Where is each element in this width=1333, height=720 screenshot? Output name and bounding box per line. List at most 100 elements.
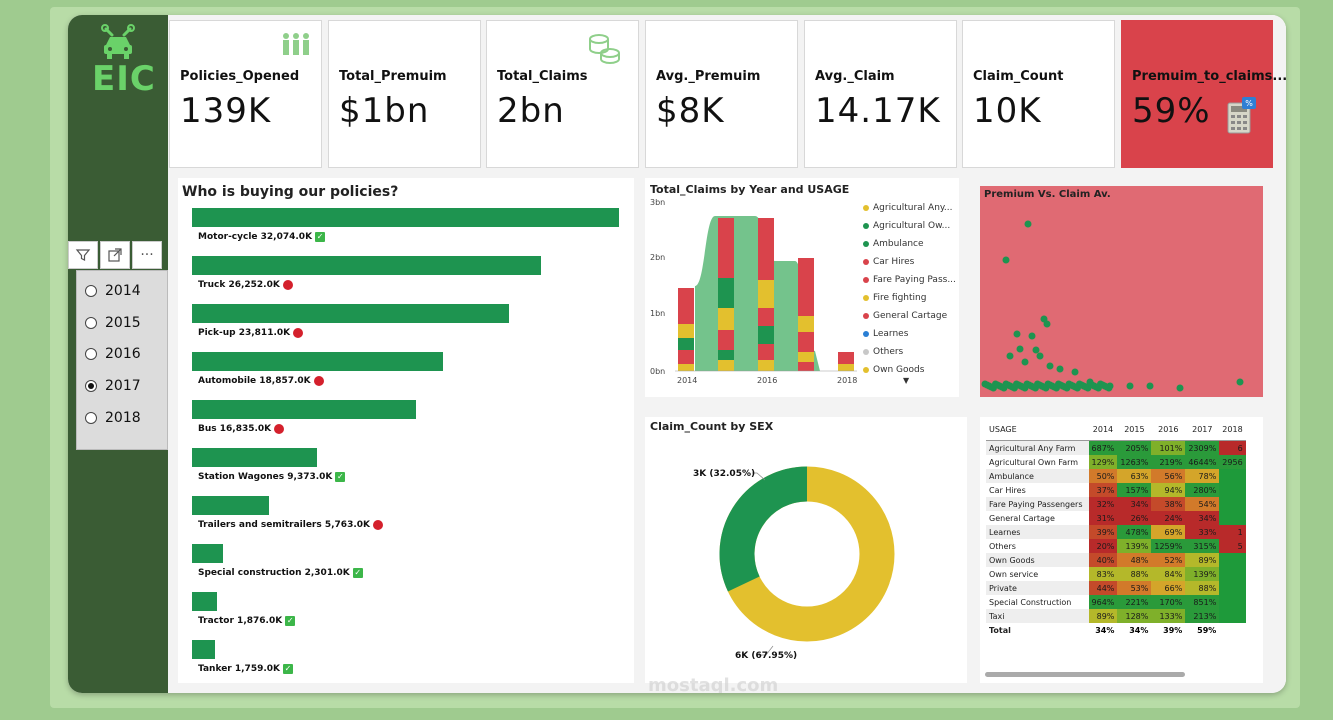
radio-2014[interactable] (85, 285, 97, 297)
buyer-bar-row[interactable]: Truck 26,252.0K (192, 256, 541, 290)
buyer-bar-row[interactable]: Station Wagones 9,373.0K ✓ (192, 448, 346, 482)
buyer-bar-row[interactable]: Tanker 1,759.0K ✓ (192, 640, 294, 674)
matrix-cell: 1263% (1117, 455, 1152, 469)
buyer-bar-row[interactable]: Pick-up 23,811.0K (192, 304, 509, 338)
radio-2017-selected[interactable] (85, 380, 97, 392)
buyer-bar-row[interactable]: Special construction 2,301.0K ✓ (192, 544, 363, 578)
matrix-header-cell[interactable]: 2016 (1151, 418, 1186, 441)
scatter-point[interactable] (1024, 220, 1032, 228)
slicer-option-2017[interactable]: 2017 (85, 378, 141, 394)
matrix-row[interactable]: Own Goods 40% 48% 52% 89% (986, 553, 1246, 567)
matrix-cell (1219, 567, 1246, 581)
buyer-bar-row[interactable]: Motor-cycle 32,074.0K ✓ (192, 208, 619, 242)
scatter-point[interactable] (1146, 382, 1154, 390)
scatter-point[interactable] (1046, 362, 1054, 370)
matrix-row[interactable]: General Cartage 31% 26% 24% 34% (986, 511, 1246, 525)
matrix-row[interactable]: Learnes 39% 478% 69% 33% 1 (986, 525, 1246, 539)
scatter-point[interactable] (1071, 368, 1079, 376)
slicer-option-label: 2016 (105, 346, 141, 362)
matrix-header-cell[interactable]: 2014 (1088, 418, 1118, 441)
buyer-bar-row[interactable]: Automobile 18,857.0K (192, 352, 443, 386)
buyer-bar[interactable] (192, 352, 443, 371)
scatter-point[interactable] (1036, 352, 1044, 360)
matrix-cell: 88% (1185, 581, 1220, 595)
scatter-point[interactable] (1126, 382, 1134, 390)
radio-2018[interactable] (85, 412, 97, 424)
matrix-header-cell[interactable]: 2018 (1219, 418, 1246, 441)
matrix-cell (1219, 483, 1246, 497)
scatter-point[interactable] (1021, 358, 1029, 366)
scatter-point[interactable] (1032, 346, 1040, 354)
radio-2015[interactable] (85, 317, 97, 329)
scatter-point[interactable] (1236, 378, 1244, 386)
more-options-icon[interactable]: ··· (132, 241, 162, 269)
scatter-point[interactable] (1016, 345, 1024, 353)
legend-item[interactable]: Car Hires (863, 253, 956, 271)
buyer-bar[interactable] (192, 592, 217, 611)
buyer-bar-row[interactable]: Tractor 1,876.0K ✓ (192, 592, 296, 626)
buyer-bar[interactable] (192, 640, 215, 659)
matrix-row[interactable]: Car Hires 37% 157% 94% 280% (986, 483, 1246, 497)
slicer-option-2014[interactable]: 2014 (85, 283, 141, 299)
kpi-total-claims[interactable]: Total_Claims 2bn (486, 20, 639, 168)
slicer-option-2016[interactable]: 2016 (85, 346, 141, 362)
kpi-policies-opened[interactable]: Policies_Opened 139K (169, 20, 322, 168)
buyer-bar-row[interactable]: Bus 16,835.0K (192, 400, 416, 434)
filter-icon[interactable] (68, 241, 98, 269)
matrix-header-cell[interactable]: USAGE (986, 418, 1089, 441)
legend-item[interactable]: Learnes (863, 325, 956, 343)
check-icon: ✓ (283, 664, 294, 674)
matrix-row[interactable]: Fare Paying Passengers 32% 34% 38% 54% (986, 497, 1246, 511)
radio-2016[interactable] (85, 348, 97, 360)
matrix-row[interactable]: Agricultural Own Farm 129% 1263% 219% 4644% 2… (986, 455, 1246, 469)
scatter-point[interactable] (1043, 320, 1051, 328)
slicer-option-2015[interactable]: 2015 (85, 315, 141, 331)
buyer-bar[interactable] (192, 448, 317, 467)
matrix-row-label: General Cartage (986, 511, 1089, 525)
buyer-bar[interactable] (192, 256, 541, 275)
matrix-header-cell[interactable]: 2017 (1185, 418, 1220, 441)
buyer-bar[interactable] (192, 544, 223, 563)
matrix-row[interactable]: Ambulance 50% 63% 56% 78% (986, 469, 1246, 483)
legend-item[interactable]: Fire fighting (863, 289, 956, 307)
buyer-bar[interactable] (192, 496, 269, 515)
matrix-cell (1219, 553, 1246, 567)
legend-item[interactable]: Agricultural Ow... (863, 217, 956, 235)
legend-item[interactable]: Ambulance (863, 235, 956, 253)
matrix-scrollbar[interactable] (985, 672, 1185, 677)
slicer-option-2018[interactable]: 2018 (85, 410, 141, 426)
buyer-bar-row[interactable]: Trailers and semitrailers 5,763.0K (192, 496, 383, 530)
scatter-point[interactable] (1105, 384, 1113, 392)
legend-item[interactable]: Agricultural Any... (863, 199, 956, 217)
matrix-row[interactable]: Own service 83% 88% 84% 139% (986, 567, 1246, 581)
legend-dot-icon (863, 241, 869, 247)
matrix-cell: 69% (1151, 525, 1186, 539)
scatter-point[interactable] (1013, 330, 1021, 338)
kpi-total-premium[interactable]: Total_Premuim $1bn (328, 20, 481, 168)
scatter-point[interactable] (1028, 332, 1036, 340)
matrix-row[interactable]: Agricultural Any Farm 687% 205% 101% 2309% 6 (986, 440, 1246, 455)
kpi-avg-claim[interactable]: Avg._Claim 14.17K (804, 20, 957, 168)
legend-item[interactable]: Fare Paying Pass... (863, 271, 956, 289)
buyer-bar[interactable] (192, 208, 619, 227)
matrix-header-cell[interactable]: 2015 (1117, 418, 1152, 441)
matrix-row[interactable]: Others 20% 139% 1259% 315% 5 (986, 539, 1246, 553)
legend-scroll-down-icon[interactable]: ▼ (903, 376, 910, 385)
scatter-point[interactable] (1006, 352, 1014, 360)
scatter-point[interactable] (1056, 365, 1064, 373)
matrix-row[interactable]: Private 44% 53% 66% 88% (986, 581, 1246, 595)
buyer-bar[interactable] (192, 400, 416, 419)
kpi-claim-count[interactable]: Claim_Count 10K (962, 20, 1115, 168)
matrix-row[interactable]: Special Construction 964% 221% 170% 851% (986, 595, 1246, 609)
buyer-bar[interactable] (192, 304, 509, 323)
kpi-premium-to-claims[interactable]: Premuim_to_claims... 59% % (1121, 20, 1286, 168)
matrix-row[interactable]: Taxi 89% 128% 133% 213% (986, 609, 1246, 623)
legend-item[interactable]: Own Goods (863, 361, 956, 379)
kpi-avg-premium[interactable]: Avg._Premuim $8K (645, 20, 798, 168)
scatter-point[interactable] (1176, 384, 1184, 392)
legend-item[interactable]: Others (863, 343, 956, 361)
legend-item[interactable]: General Cartage (863, 307, 956, 325)
scatter-point[interactable] (1002, 256, 1010, 264)
visual-toolbar: ··· (68, 241, 162, 269)
focus-mode-icon[interactable] (100, 241, 130, 269)
